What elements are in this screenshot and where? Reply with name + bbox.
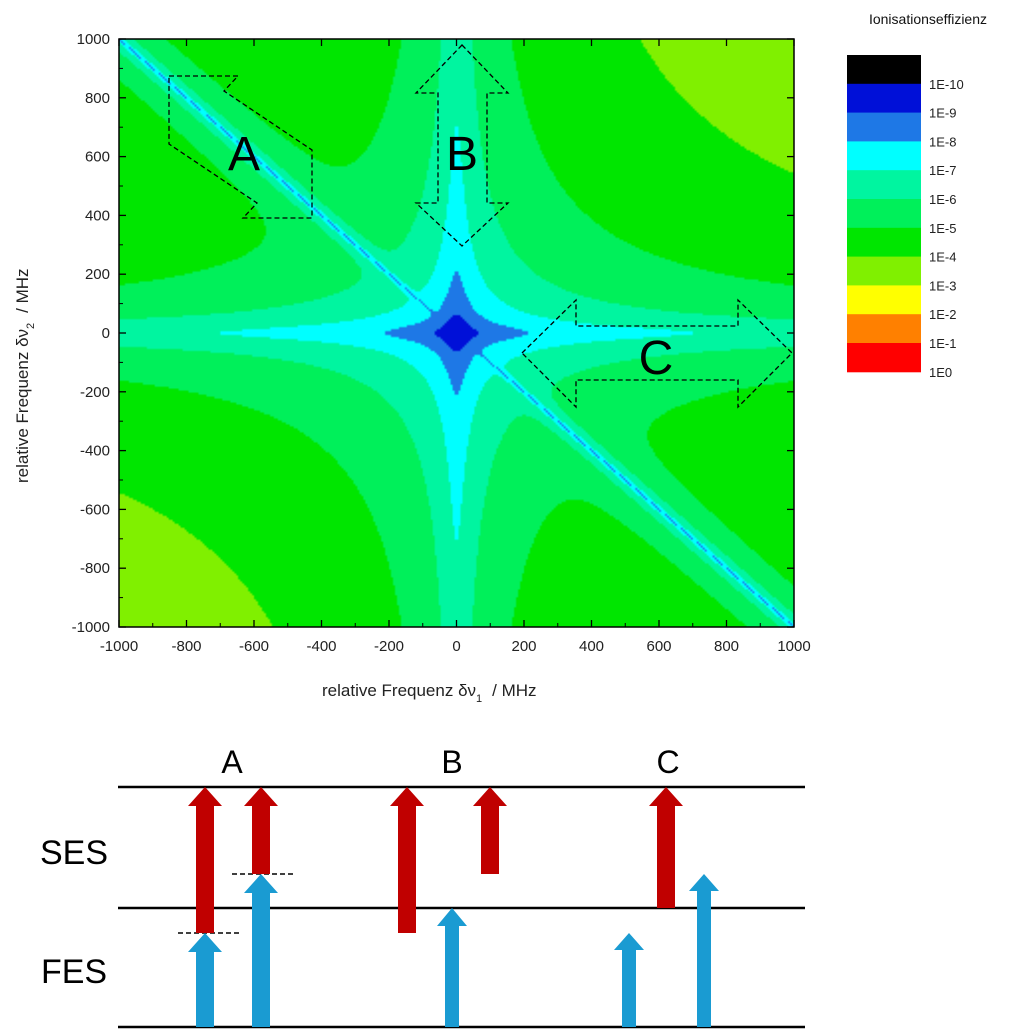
legend-title: Ionisationseffizienz (869, 11, 987, 27)
legend-label: 1E-9 (929, 106, 956, 121)
x-tick-label: -1000 (100, 638, 138, 655)
y-tick-label: 400 (85, 207, 110, 224)
red-arrow-c (649, 787, 683, 908)
legend-swatch (847, 199, 921, 229)
legend-label: 1E-7 (929, 163, 956, 178)
red-arrow-a1 (188, 787, 222, 933)
legend-swatch (847, 227, 921, 258)
y-axis-ticks: 1000 800 600 400 200 0 -200 -400 -600 -800 -1000 (72, 31, 794, 636)
x-axis-label: relative Frequenz δν1/ MHz (322, 681, 537, 705)
energy-level-diagram: A B C SES FES (40, 744, 805, 1029)
blue-arrow-a1 (188, 933, 222, 1027)
column-label-b: B (441, 744, 462, 780)
y-tick-label: 0 (102, 325, 110, 342)
x-tick-label: -800 (171, 638, 201, 655)
y-tick-label: -400 (80, 443, 110, 460)
legend-labels: 1E-10 1E-9 1E-8 1E-7 1E-6 1E-5 1E-4 1E-3 1E-2 1E-… (929, 77, 964, 380)
y-tick-label: -600 (80, 501, 110, 518)
ses-label: SES (40, 834, 108, 872)
heatmap-plot: -1000 -800 -600 -400 -200 0 200 400 600 800 1000 1… (13, 31, 811, 705)
legend-swatch (847, 314, 921, 344)
red-arrow-b1 (390, 787, 424, 933)
x-tick-label: 0 (452, 638, 460, 655)
x-tick-label: 400 (579, 638, 604, 655)
fes-label: FES (41, 953, 107, 991)
legend-swatches (847, 55, 921, 373)
legend-swatch (847, 141, 921, 171)
legend-label: 1E-6 (929, 192, 956, 207)
legend-label: 1E-2 (929, 307, 956, 322)
y-tick-label: -800 (80, 560, 110, 577)
legend-swatch (847, 55, 921, 85)
annotation-b-label: B (446, 128, 478, 181)
legend-label: 1E0 (929, 365, 952, 380)
column-label-a: A (221, 744, 243, 780)
blue-arrow-c1 (614, 933, 644, 1027)
legend-label: 1E-8 (929, 134, 956, 149)
x-tick-label: 600 (646, 638, 671, 655)
annotation-a-arrow: A (168, 75, 313, 219)
red-arrow-a2 (244, 787, 278, 874)
y-tick-label: 1000 (77, 31, 110, 48)
legend-swatch (847, 83, 921, 114)
legend-label: 1E-5 (929, 221, 956, 236)
y-tick-label: 200 (85, 266, 110, 283)
blue-arrow-c2 (689, 874, 719, 1027)
legend-swatch (847, 285, 921, 315)
x-tick-label: -200 (374, 638, 404, 655)
heatmap-raster (119, 39, 794, 627)
y-tick-label: 600 (85, 149, 110, 166)
blue-arrow-a2 (244, 874, 278, 1027)
x-tick-label: -600 (239, 638, 269, 655)
annotation-c-label: C (639, 332, 674, 385)
x-tick-label: 800 (714, 638, 739, 655)
blue-arrow-b (437, 908, 467, 1027)
column-label-c: C (656, 744, 679, 780)
annotation-c-arrow: C (521, 298, 793, 409)
legend-swatch (847, 256, 921, 286)
color-legend: Ionisationseffizienz 1E-101E-91E-81E-71E… (847, 11, 987, 380)
annotation-b-arrow: B (414, 44, 510, 247)
x-tick-label: 1000 (777, 638, 810, 655)
y-tick-label: 800 (85, 90, 110, 107)
y-tick-label: -200 (80, 384, 110, 401)
x-axis-ticks: -1000 -800 -600 -400 -200 0 200 400 600 800 1000 (100, 39, 811, 655)
legend-label: 1E-3 (929, 278, 956, 293)
red-arrow-b2 (473, 787, 507, 874)
x-tick-label: 200 (511, 638, 536, 655)
annotation-a-label: A (228, 128, 260, 181)
legend-label: 1E-4 (929, 250, 956, 265)
heatmap-image (119, 39, 794, 627)
x-tick-label: -400 (306, 638, 336, 655)
legend-swatch (847, 170, 921, 200)
legend-label: 1E-1 (929, 336, 956, 351)
legend-swatch (847, 343, 921, 373)
legend-swatch (847, 112, 921, 142)
y-axis-label: relative Frequenz δν2/ MHz (13, 268, 37, 483)
y-tick-label: -1000 (72, 619, 110, 636)
legend-label: 1E-10 (929, 77, 964, 92)
